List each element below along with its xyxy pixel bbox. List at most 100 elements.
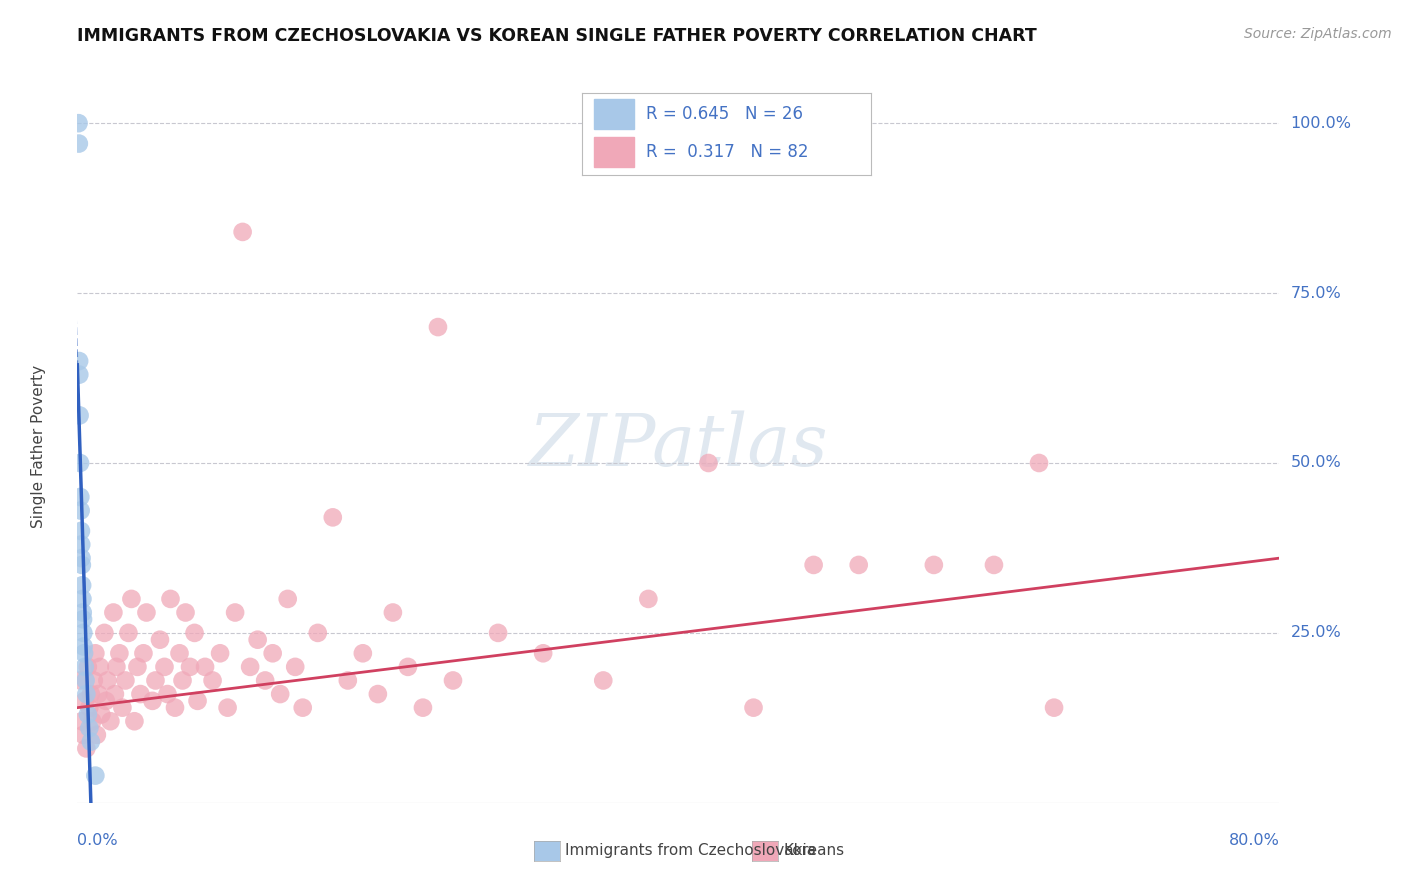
Point bbox=[80, 687, 103, 701]
Point bbox=[922, 558, 945, 572]
Point bbox=[105, 660, 128, 674]
Point bbox=[141, 694, 163, 708]
Point bbox=[75, 673, 97, 688]
Point bbox=[108, 646, 131, 660]
Point bbox=[209, 646, 232, 660]
Point bbox=[103, 606, 125, 620]
Point bbox=[201, 673, 224, 688]
Point bbox=[70, 537, 93, 551]
Point bbox=[82, 714, 104, 729]
Point bbox=[284, 660, 307, 674]
Point bbox=[69, 409, 91, 423]
Point bbox=[70, 524, 93, 538]
Point bbox=[179, 660, 201, 674]
Point bbox=[73, 660, 96, 674]
Point bbox=[96, 673, 118, 688]
Point bbox=[637, 591, 659, 606]
Point bbox=[72, 728, 94, 742]
Point bbox=[67, 136, 90, 151]
Point bbox=[90, 707, 112, 722]
Point bbox=[69, 490, 91, 504]
Point bbox=[79, 721, 101, 735]
Point bbox=[70, 714, 93, 729]
Point bbox=[84, 646, 107, 660]
Point bbox=[135, 606, 157, 620]
Point bbox=[224, 606, 246, 620]
Point bbox=[1043, 700, 1066, 714]
Point bbox=[124, 714, 146, 729]
Point bbox=[441, 673, 464, 688]
Point bbox=[291, 700, 314, 714]
Point bbox=[183, 626, 205, 640]
Text: 25.0%: 25.0% bbox=[1291, 625, 1341, 640]
Point bbox=[86, 728, 108, 742]
Point bbox=[336, 673, 359, 688]
Point bbox=[194, 660, 217, 674]
Point bbox=[76, 707, 98, 722]
Point bbox=[67, 354, 90, 368]
Point bbox=[117, 626, 139, 640]
Point bbox=[129, 687, 152, 701]
Point bbox=[70, 551, 93, 566]
Point bbox=[114, 673, 136, 688]
Text: 50.0%: 50.0% bbox=[1291, 456, 1341, 470]
Point bbox=[983, 558, 1005, 572]
Point bbox=[120, 591, 142, 606]
Point bbox=[156, 687, 179, 701]
Point bbox=[69, 673, 91, 688]
Point bbox=[172, 673, 194, 688]
Point bbox=[381, 606, 404, 620]
Point bbox=[262, 646, 284, 660]
Point bbox=[427, 320, 450, 334]
Point bbox=[89, 660, 111, 674]
Point bbox=[67, 368, 90, 382]
Point bbox=[169, 646, 191, 660]
Point bbox=[111, 700, 134, 714]
Point bbox=[70, 578, 93, 592]
Text: Single Father Poverty: Single Father Poverty bbox=[31, 365, 46, 527]
Point bbox=[72, 591, 94, 606]
Point bbox=[367, 687, 389, 701]
Text: 100.0%: 100.0% bbox=[1291, 116, 1351, 131]
Point bbox=[848, 558, 870, 572]
Point bbox=[486, 626, 509, 640]
Point bbox=[269, 687, 291, 701]
Point bbox=[412, 700, 434, 714]
Point bbox=[592, 673, 614, 688]
Point bbox=[742, 700, 765, 714]
Point bbox=[132, 646, 155, 660]
Point bbox=[73, 694, 96, 708]
Point bbox=[127, 660, 149, 674]
Point bbox=[232, 225, 254, 239]
Point bbox=[186, 694, 209, 708]
Text: 80.0%: 80.0% bbox=[1229, 833, 1279, 848]
Point bbox=[217, 700, 239, 714]
Point bbox=[149, 632, 172, 647]
Text: Immigrants from Czechoslovakia: Immigrants from Czechoslovakia bbox=[565, 844, 817, 858]
Text: 0.0%: 0.0% bbox=[77, 833, 118, 848]
Point bbox=[80, 734, 103, 748]
Text: Source: ZipAtlas.com: Source: ZipAtlas.com bbox=[1244, 27, 1392, 41]
Text: Koreans: Koreans bbox=[783, 844, 844, 858]
Point bbox=[322, 510, 344, 524]
Point bbox=[254, 673, 277, 688]
Point bbox=[72, 640, 94, 654]
Point bbox=[104, 687, 127, 701]
Point bbox=[307, 626, 329, 640]
Point bbox=[72, 626, 94, 640]
Point bbox=[174, 606, 197, 620]
Point bbox=[69, 456, 91, 470]
Point bbox=[83, 673, 105, 688]
Point bbox=[697, 456, 720, 470]
Text: ZIPatlas: ZIPatlas bbox=[529, 410, 828, 482]
Point bbox=[803, 558, 825, 572]
Point bbox=[72, 606, 94, 620]
Point bbox=[531, 646, 554, 660]
Point bbox=[163, 700, 186, 714]
Point bbox=[84, 769, 107, 783]
Point bbox=[70, 558, 93, 572]
Point bbox=[75, 741, 97, 756]
Point bbox=[159, 591, 181, 606]
Point bbox=[145, 673, 167, 688]
Point bbox=[352, 646, 374, 660]
